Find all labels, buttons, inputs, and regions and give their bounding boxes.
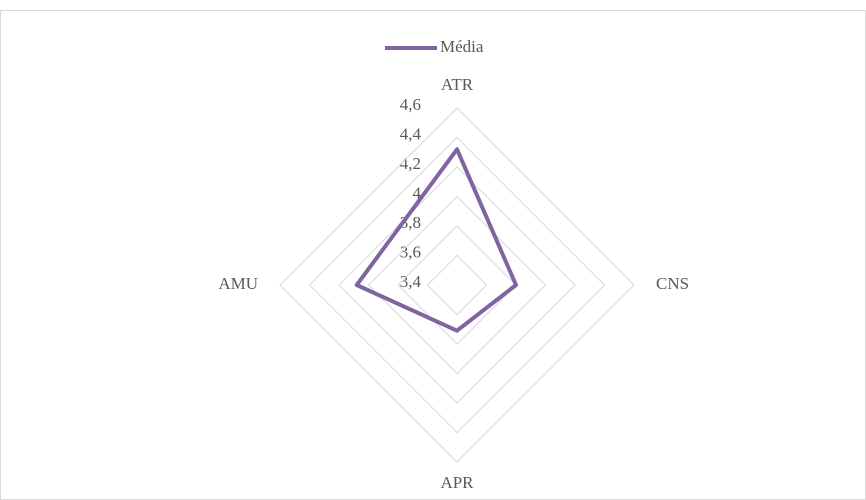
category-label: ATR xyxy=(441,75,474,94)
r-tick-label: 3,4 xyxy=(400,272,422,291)
grid-line xyxy=(397,225,517,345)
grid-line xyxy=(308,136,606,434)
r-tick-label: 4,2 xyxy=(400,154,421,173)
series-line xyxy=(354,147,518,333)
grid-line xyxy=(367,195,547,375)
category-label: CNS xyxy=(656,274,689,293)
grid-line xyxy=(426,254,488,316)
grid-line xyxy=(338,166,576,404)
r-tick-label: 4,6 xyxy=(400,95,421,114)
category-label: AMU xyxy=(218,274,258,293)
chart-frame xyxy=(0,10,866,500)
grid-line xyxy=(279,107,635,463)
legend-label: Média xyxy=(440,37,484,56)
r-tick-label: 3,6 xyxy=(400,242,421,261)
r-tick-label: 4,4 xyxy=(400,124,422,143)
category-label: APR xyxy=(440,473,474,492)
r-tick-label: 4 xyxy=(413,183,422,202)
